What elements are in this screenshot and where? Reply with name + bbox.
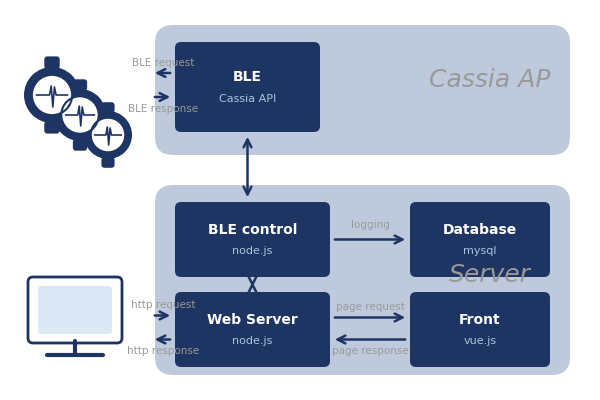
Text: BLE: BLE bbox=[233, 70, 262, 84]
FancyBboxPatch shape bbox=[175, 292, 330, 367]
Text: vue.js: vue.js bbox=[463, 336, 497, 346]
Text: Cassia API: Cassia API bbox=[219, 94, 276, 104]
Text: Cassia AP: Cassia AP bbox=[429, 68, 551, 92]
Text: Front: Front bbox=[459, 312, 501, 326]
FancyBboxPatch shape bbox=[175, 42, 320, 132]
Text: page response: page response bbox=[332, 346, 409, 356]
FancyBboxPatch shape bbox=[101, 102, 115, 113]
Text: node.js: node.js bbox=[232, 246, 272, 256]
Circle shape bbox=[32, 75, 72, 115]
Circle shape bbox=[54, 89, 106, 141]
Text: Server: Server bbox=[449, 263, 531, 287]
FancyBboxPatch shape bbox=[38, 286, 112, 334]
Text: Web Server: Web Server bbox=[207, 312, 298, 326]
Circle shape bbox=[61, 96, 99, 134]
FancyBboxPatch shape bbox=[73, 79, 87, 91]
Circle shape bbox=[24, 67, 80, 123]
Text: BLE request: BLE request bbox=[133, 58, 194, 68]
FancyBboxPatch shape bbox=[155, 25, 570, 155]
Text: Database: Database bbox=[443, 222, 517, 236]
Text: http request: http request bbox=[131, 300, 196, 310]
Circle shape bbox=[84, 111, 132, 159]
Text: BLE response: BLE response bbox=[128, 104, 199, 114]
Text: mysql: mysql bbox=[463, 246, 497, 256]
FancyBboxPatch shape bbox=[155, 185, 570, 375]
Text: BLE control: BLE control bbox=[208, 222, 297, 236]
FancyBboxPatch shape bbox=[410, 292, 550, 367]
FancyBboxPatch shape bbox=[175, 202, 330, 277]
Text: node.js: node.js bbox=[232, 336, 272, 346]
FancyBboxPatch shape bbox=[44, 121, 60, 134]
FancyBboxPatch shape bbox=[101, 157, 115, 168]
Text: page request: page request bbox=[335, 302, 404, 312]
Text: http response: http response bbox=[127, 346, 200, 356]
FancyBboxPatch shape bbox=[410, 202, 550, 277]
Text: logging: logging bbox=[350, 220, 389, 230]
FancyBboxPatch shape bbox=[73, 139, 87, 151]
FancyBboxPatch shape bbox=[28, 277, 122, 343]
FancyBboxPatch shape bbox=[44, 56, 60, 69]
Circle shape bbox=[91, 118, 125, 152]
